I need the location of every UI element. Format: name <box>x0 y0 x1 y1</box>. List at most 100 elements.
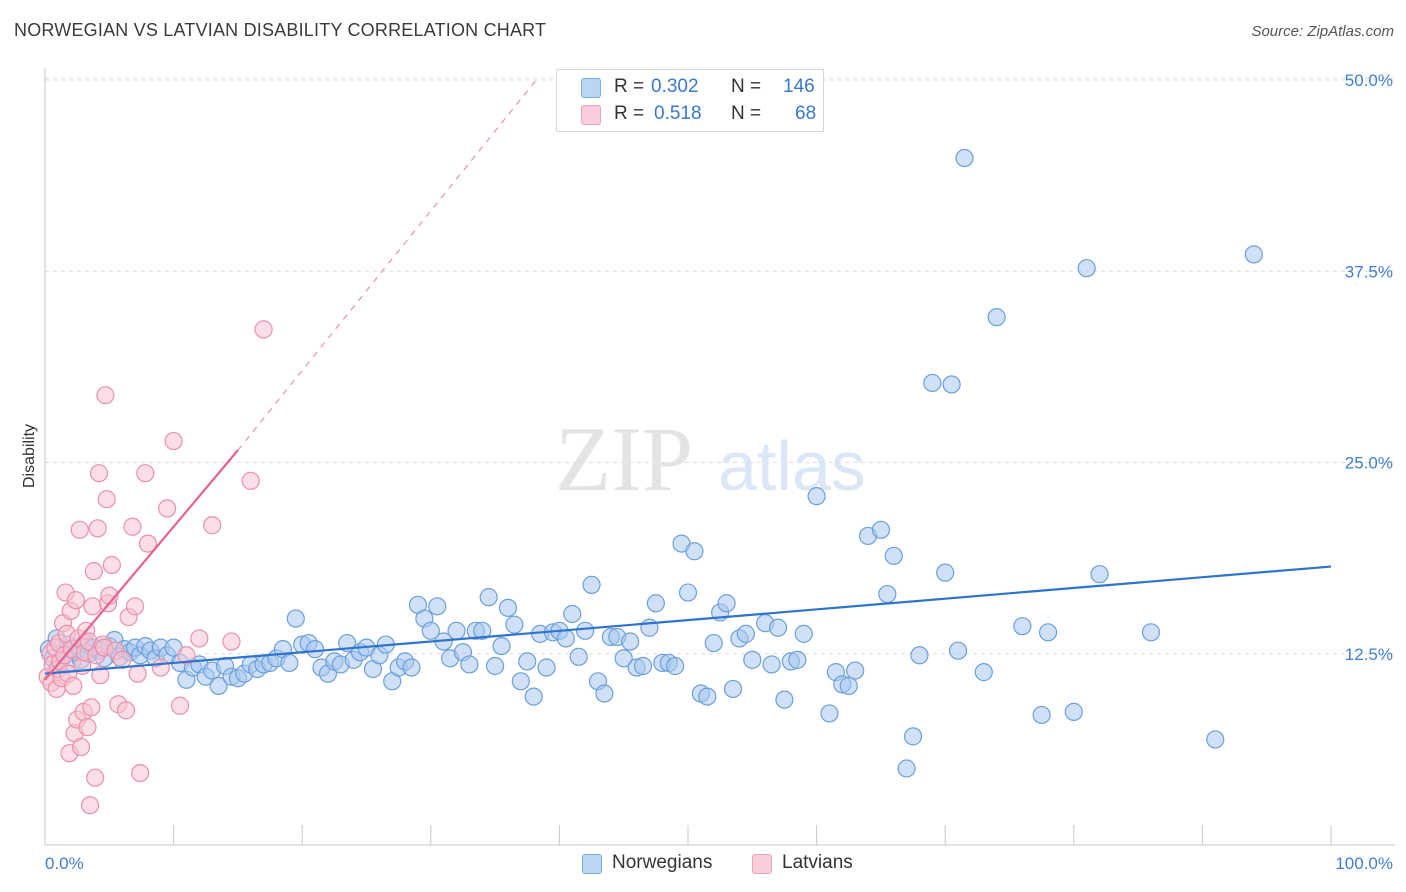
point-norwegian <box>595 684 614 703</box>
point-norwegian <box>1244 245 1263 264</box>
grid-lines <box>45 77 1395 655</box>
point-latvian <box>86 768 105 787</box>
point-latvian <box>241 471 260 490</box>
point-norwegian <box>614 649 633 668</box>
point-norwegian <box>421 621 440 640</box>
point-norwegian <box>511 672 530 691</box>
point-norwegian <box>479 588 498 607</box>
point-norwegian <box>486 656 505 676</box>
point-norwegian <box>923 373 942 393</box>
y-tick-label: 25.0% <box>1345 454 1393 473</box>
chart-title: NORWEGIAN VS LATVIAN DISABILITY CORRELAT… <box>14 20 547 40</box>
point-norwegian <box>974 663 993 682</box>
point-norwegian <box>717 594 736 613</box>
point-latvian <box>70 520 89 539</box>
point-norwegian <box>762 655 781 674</box>
point-norwegian <box>492 636 511 656</box>
point-norwegian <box>556 629 575 648</box>
point-norwegian <box>1064 702 1083 721</box>
point-norwegian <box>428 597 447 616</box>
point-latvian <box>170 696 190 715</box>
point-norwegian <box>460 655 479 674</box>
point-norwegian <box>633 656 653 676</box>
trend-line-latvians-extension <box>237 79 537 451</box>
point-norwegian <box>1141 623 1161 642</box>
point-norwegian <box>666 656 685 676</box>
y-axis-label: Disability <box>21 424 38 488</box>
point-latvian <box>222 632 241 651</box>
series-latvians <box>38 320 273 815</box>
point-norwegian <box>903 727 923 746</box>
point-latvian <box>158 499 177 518</box>
point-norwegian <box>678 583 698 602</box>
point-norwegian <box>736 624 755 643</box>
y-tick-label: 50.0% <box>1345 71 1393 90</box>
point-norwegian <box>768 618 788 637</box>
point-latvian <box>116 701 136 720</box>
point-norwegian <box>621 632 640 651</box>
point-latvian <box>66 591 85 610</box>
point-latvian <box>177 646 196 665</box>
point-latvian <box>151 658 170 677</box>
point-norwegian <box>871 520 891 539</box>
point-latvian <box>80 796 100 815</box>
point-norwegian <box>286 609 305 628</box>
point-norwegian <box>987 308 1006 327</box>
axes <box>44 68 1395 846</box>
legend-r-value: 0.302 <box>651 76 699 97</box>
point-latvian <box>71 737 91 757</box>
legend-swatch-pink <box>581 105 601 125</box>
point-norwegian <box>820 704 839 723</box>
legend-r-label: R = <box>614 103 645 124</box>
y-tick-label: 12.5% <box>1345 645 1393 664</box>
point-norwegian <box>582 575 601 595</box>
point-norwegian <box>576 621 595 640</box>
point-norwegian <box>1206 730 1225 749</box>
point-norwegian <box>1032 705 1051 725</box>
point-latvian <box>203 516 222 535</box>
point-norwegian <box>948 641 968 660</box>
point-norwegian <box>942 375 961 394</box>
point-norwegian <box>518 652 537 671</box>
point-norwegian <box>1013 617 1032 636</box>
point-norwegian <box>743 650 762 669</box>
point-norwegian <box>775 690 794 709</box>
x-tick-label: 100.0% <box>1335 854 1393 873</box>
point-latvian <box>190 629 209 648</box>
point-latvian <box>84 562 103 581</box>
point-latvian <box>125 597 145 616</box>
point-latvian <box>96 386 115 405</box>
point-latvian <box>136 464 155 483</box>
legend-r-label: R = <box>614 76 645 97</box>
point-latvian <box>88 519 107 538</box>
legend-swatch-blue <box>581 78 601 98</box>
point-norwegian <box>498 598 518 617</box>
point-norwegian <box>807 487 826 506</box>
point-latvian <box>138 534 157 553</box>
point-norwegian <box>646 594 665 613</box>
point-norwegian <box>402 658 421 677</box>
legend-swatch-latvians <box>752 854 772 874</box>
point-latvian <box>131 763 150 783</box>
point-norwegian <box>537 658 556 677</box>
point-norwegian <box>305 640 325 659</box>
trend-lines <box>44 79 1332 681</box>
point-norwegian <box>1077 259 1096 278</box>
point-norwegian <box>955 148 974 168</box>
point-latvian <box>102 555 121 575</box>
tick-labels: 12.5% 25.0% 37.5% 50.0% 0.0% 100.0% <box>45 71 1393 873</box>
legend-n-value: 146 <box>783 76 815 97</box>
stats-legend: R = 0.302 N = 146 R = 0.518 N = 68 <box>556 69 824 132</box>
point-latvian <box>97 490 116 509</box>
legend-swatch-norwegians <box>582 854 602 874</box>
point-latvian <box>64 676 83 695</box>
point-norwegian <box>563 604 582 624</box>
trend-line-norwegians <box>44 565 1332 675</box>
point-norwegian <box>685 542 704 561</box>
series-norwegians <box>39 148 1263 778</box>
point-norwegian <box>884 546 903 565</box>
source-label: Source: ZipAtlas.com <box>1251 23 1394 40</box>
legend-label-norwegians: Norwegians <box>612 852 713 873</box>
point-latvian <box>254 320 273 339</box>
point-norwegian <box>209 676 228 695</box>
